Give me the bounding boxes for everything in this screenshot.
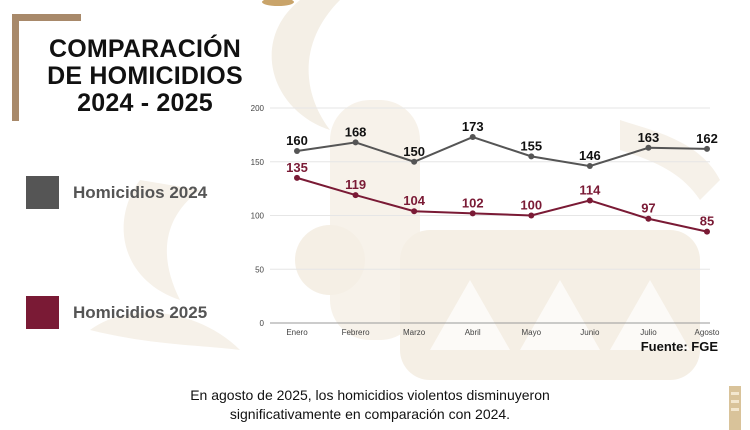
page-title: COMPARACIÓN DE HOMICIDIOS 2024 - 2025 — [30, 36, 260, 117]
data-label: 150 — [403, 144, 425, 159]
data-point — [411, 208, 418, 215]
data-label: 100 — [520, 198, 542, 213]
legend-label-2025: Homicidios 2025 — [73, 302, 208, 322]
data-point — [704, 228, 710, 235]
data-label: 160 — [286, 133, 308, 148]
bottom-ornament — [729, 386, 741, 430]
y-tick-label: 200 — [251, 104, 265, 113]
top-ornament — [262, 0, 294, 6]
x-tick-label: Febrero — [342, 328, 371, 337]
data-point — [469, 134, 476, 141]
data-label: 119 — [345, 177, 366, 192]
caption: En agosto de 2025, los homicidios violen… — [90, 386, 650, 424]
y-tick-label: 150 — [251, 158, 265, 167]
data-label: 85 — [700, 214, 714, 229]
data-label: 146 — [579, 148, 601, 163]
data-point — [586, 163, 593, 170]
title-line-2: DE HOMICIDIOS — [47, 62, 243, 90]
x-tick-label: Enero — [286, 328, 308, 337]
data-point — [411, 158, 418, 165]
x-tick-label: Junio — [580, 328, 600, 337]
caption-line-1: En agosto de 2025, los homicidios violen… — [190, 387, 550, 403]
data-label: 173 — [462, 119, 484, 134]
data-point — [586, 197, 593, 204]
data-label: 168 — [345, 124, 367, 139]
source-label: Fuente: FGE — [640, 339, 718, 354]
x-tick-label: Marzo — [403, 328, 426, 337]
data-point — [645, 215, 652, 222]
data-label: 135 — [286, 160, 308, 175]
legend-label-2024: Homicidios 2024 — [73, 182, 208, 202]
data-label: 104 — [403, 193, 425, 208]
data-label: 114 — [579, 182, 601, 197]
legend-item-2024: Homicidios 2024 — [26, 176, 207, 209]
data-point — [294, 174, 300, 181]
data-point — [352, 139, 359, 146]
title-line-3: 2024 - 2025 — [77, 89, 213, 117]
data-label: 97 — [641, 201, 655, 216]
y-tick-label: 0 — [260, 319, 265, 328]
y-tick-label: 50 — [255, 265, 264, 274]
x-tick-label: Mayo — [522, 328, 542, 337]
x-tick-label: Julio — [640, 328, 657, 337]
data-point — [645, 144, 652, 151]
data-point — [294, 148, 300, 154]
y-tick-label: 100 — [251, 212, 265, 221]
legend-swatch-2025 — [26, 296, 59, 329]
data-point — [704, 145, 710, 152]
data-label: 102 — [462, 195, 484, 210]
corner-frame — [12, 14, 81, 121]
legend-item-2025: Homicidios 2025 — [26, 296, 207, 329]
data-label: 163 — [638, 130, 660, 145]
data-point — [352, 192, 359, 199]
x-tick-label: Abril — [465, 328, 481, 337]
x-tick-label: Agosto — [695, 328, 720, 337]
data-label: 162 — [696, 131, 718, 146]
line-chart: 0 50 100 150 200 Enero Febrero Marzo Abril Mayo Ju… — [251, 104, 720, 337]
series-line-0 — [296, 135, 708, 168]
legend-swatch-2024 — [26, 176, 59, 209]
caption-line-2: significativamente en comparación con 20… — [229, 406, 511, 422]
title-line-1: COMPARACIÓN — [48, 35, 241, 63]
data-label: 155 — [520, 138, 542, 153]
data-point — [469, 210, 476, 217]
data-point — [528, 212, 535, 219]
series-line-1 — [296, 176, 708, 233]
data-point — [528, 153, 535, 160]
